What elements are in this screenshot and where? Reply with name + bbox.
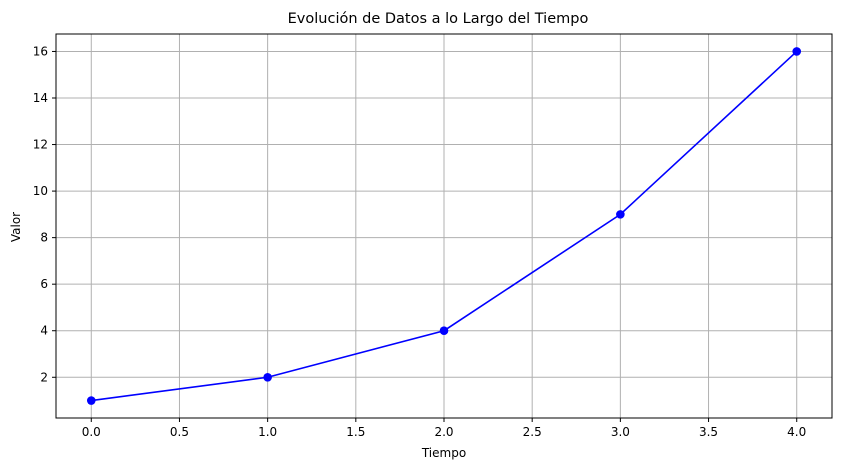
x-tick-label: 0.0: [82, 425, 101, 439]
series-layer: [86, 47, 802, 405]
x-tick-label: 1.0: [258, 425, 277, 439]
y-tick-label: 16: [33, 44, 48, 58]
y-axis-label: Valor: [9, 212, 23, 242]
data-point-marker: [86, 396, 96, 405]
y-tick-label: 8: [40, 231, 48, 245]
y-tick-label: 10: [33, 184, 48, 198]
plot-area-frame: [55, 33, 833, 419]
x-tick-label: 4.0: [787, 425, 806, 439]
data-point-marker: [792, 47, 802, 56]
x-axis-ticks: 0.0 0.5 1.0 1.5 2.0 2.5 3.0 3.5 4.0: [82, 418, 806, 439]
x-tick-label: 1.5: [346, 425, 365, 439]
x-tick-label: 0.5: [170, 425, 189, 439]
y-tick-label: 12: [33, 138, 48, 152]
y-tick-label: 14: [33, 91, 48, 105]
grid: [56, 34, 832, 418]
chart-title: Evolución de Datos a lo Largo del Tiempo: [288, 11, 589, 27]
x-tick-label: 2.5: [523, 425, 542, 439]
y-axis-ticks: 2 4 6 8 10 12 14 16: [33, 44, 56, 384]
data-point-marker: [439, 326, 449, 336]
x-tick-label: 3.5: [699, 425, 718, 439]
data-point-marker: [616, 210, 625, 219]
x-tick-label: 2.0: [434, 425, 453, 439]
y-tick-label: 2: [40, 370, 48, 384]
y-tick-label: 4: [40, 324, 48, 338]
y-tick-label: 6: [40, 277, 48, 291]
data-point-marker: [263, 372, 272, 382]
x-axis-label: Tiempo: [421, 446, 466, 460]
x-tick-label: 3.0: [611, 425, 630, 439]
